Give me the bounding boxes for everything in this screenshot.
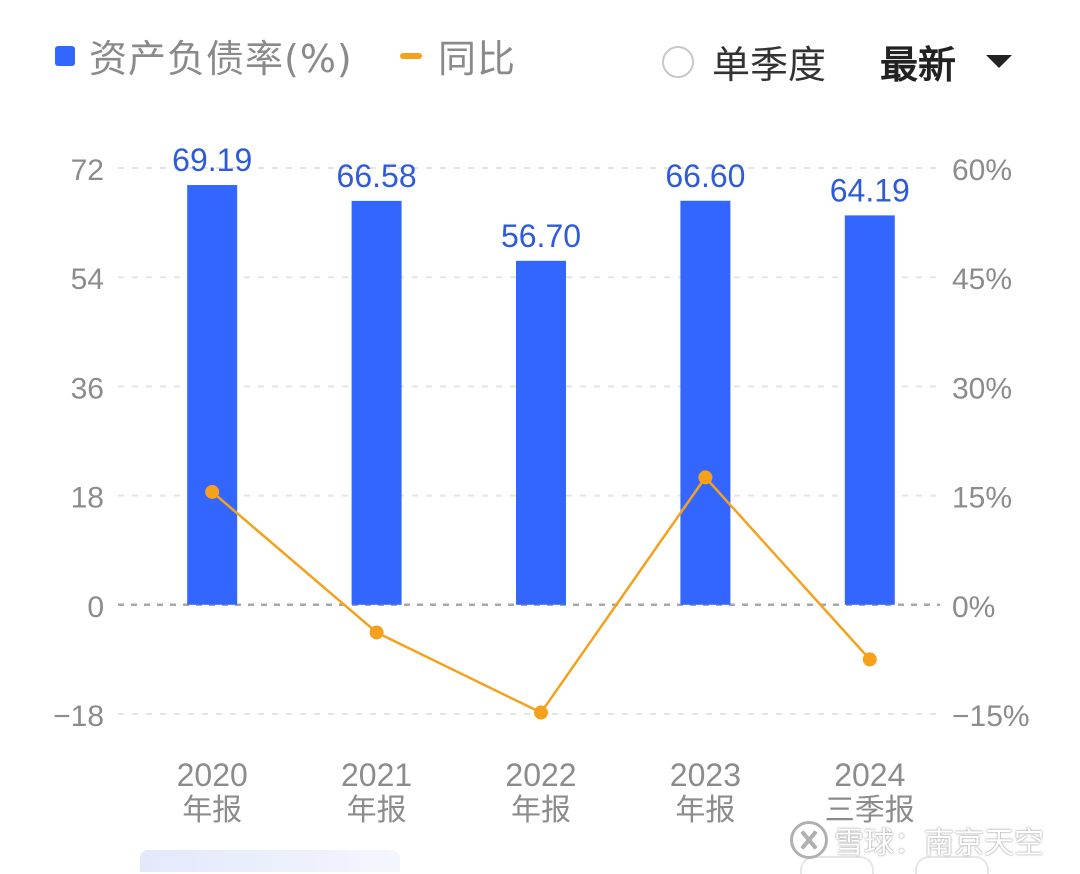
chart-legend: 资产负债率(%) 同比 单季度 最新 <box>0 0 1080 110</box>
yoy-point <box>862 652 877 667</box>
legend-swatch-bar <box>55 45 75 66</box>
yoy-point <box>534 705 548 720</box>
bottom-decoration <box>140 850 400 872</box>
bar <box>680 200 731 605</box>
caret-down-icon <box>986 55 1013 68</box>
yoy-point <box>369 625 384 640</box>
legend-swatch-line <box>400 52 422 59</box>
period-dropdown[interactable]: 最新 <box>880 34 1013 89</box>
watermark-text: 雪球：南京天空 <box>834 826 1044 861</box>
x-tick-label-period: 年报 <box>511 793 571 828</box>
bar <box>844 215 895 605</box>
y-right-tick-label: 45% <box>952 263 1012 296</box>
bottom-pill-right <box>915 856 989 874</box>
x-tick-label-period: 年报 <box>182 793 242 828</box>
legend-label-yoy: 同比 <box>438 37 517 81</box>
yoy-point <box>698 470 713 485</box>
x-tick-label-year: 2024 <box>834 757 905 793</box>
y-left-tick-label: 72 <box>71 154 104 187</box>
legend-item-debt-ratio[interactable]: 资产负债率(%) <box>55 28 353 83</box>
y-left-tick-label: 18 <box>71 482 104 515</box>
y-left-tick-label: 0 <box>87 591 104 624</box>
bar <box>187 185 238 605</box>
bar-value-label: 66.58 <box>337 158 417 194</box>
bar <box>351 200 402 605</box>
y-right-tick-label: 60% <box>952 154 1012 187</box>
radio-circle-icon[interactable] <box>662 45 694 78</box>
x-tick-label-period: 年报 <box>347 793 407 828</box>
y-right-tick-label: 15% <box>952 482 1012 515</box>
period-dropdown-value: 最新 <box>880 43 957 87</box>
bar <box>516 260 566 605</box>
snowball-logo-icon <box>790 821 828 859</box>
x-tick-label-year: 2021 <box>341 757 412 793</box>
x-tick-label-year: 2022 <box>505 757 576 793</box>
y-right-tick-label: 30% <box>952 372 1012 405</box>
bar-value-label: 66.60 <box>665 158 745 194</box>
legend-label-debt-ratio: 资产负债率(%) <box>89 37 353 81</box>
y-right-tick-label: −15% <box>952 700 1030 733</box>
single-quarter-toggle[interactable]: 单季度 <box>662 34 826 89</box>
x-tick-label-year: 2020 <box>177 757 248 793</box>
y-left-tick-label: 54 <box>71 263 104 296</box>
y-left-tick-label: −18 <box>53 700 104 733</box>
x-tick-label-period: 三季报 <box>825 793 915 828</box>
yoy-point <box>205 484 220 499</box>
bar-value-label: 64.19 <box>830 172 910 208</box>
bottom-pill-left <box>800 856 874 874</box>
bar-value-label: 56.70 <box>501 218 581 254</box>
legend-item-yoy[interactable]: 同比 <box>400 28 516 83</box>
y-left-tick-label: 36 <box>71 372 104 405</box>
single-quarter-label: 单季度 <box>712 43 827 87</box>
watermark: 雪球：南京天空 <box>790 818 1044 862</box>
y-right-tick-label: 0% <box>952 591 995 624</box>
x-tick-label-year: 2023 <box>670 757 741 793</box>
x-tick-label-period: 年报 <box>675 793 735 828</box>
bar-value-label: 69.19 <box>172 142 252 178</box>
